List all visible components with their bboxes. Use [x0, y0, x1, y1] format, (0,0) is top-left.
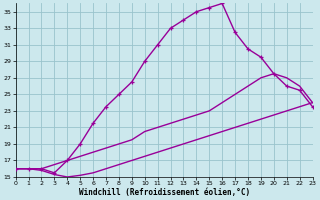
X-axis label: Windchill (Refroidissement éolien,°C): Windchill (Refroidissement éolien,°C): [78, 188, 250, 197]
